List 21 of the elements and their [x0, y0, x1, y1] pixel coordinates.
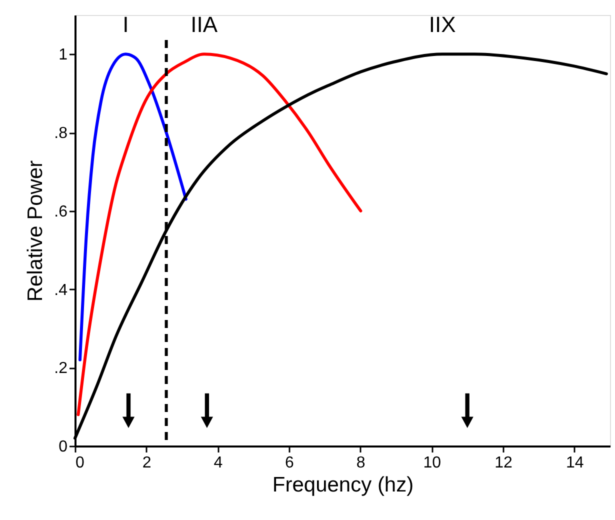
line-series [76, 52, 362, 416]
x-tick-label: 0 [76, 454, 84, 472]
y-tick-label: 1 [58, 46, 68, 64]
x-tick-label: 12 [494, 454, 512, 472]
y-tick-label: .2 [54, 360, 68, 378]
annotation: I [122, 12, 129, 37]
x-tick-label: 4 [214, 454, 223, 472]
y-axis-title: Relative Power [24, 160, 48, 302]
x-tick-label: 6 [285, 454, 294, 472]
y-tick-label: 0 [58, 438, 68, 456]
x-tick-label: 2 [142, 454, 152, 472]
x-axis-title: Frequency (hz) [272, 474, 414, 496]
x-tick-label: 14 [566, 454, 584, 472]
annotation: IIA [190, 12, 218, 37]
y-tick-label: .6 [54, 203, 68, 220]
y-tick-label: .8 [54, 125, 68, 142]
annotation: IIX [428, 12, 456, 37]
y-tick-label: .4 [54, 282, 68, 299]
x-tick-label: 10 [423, 454, 442, 472]
x-tick-label: 8 [356, 454, 366, 472]
line-series [78, 52, 188, 362]
